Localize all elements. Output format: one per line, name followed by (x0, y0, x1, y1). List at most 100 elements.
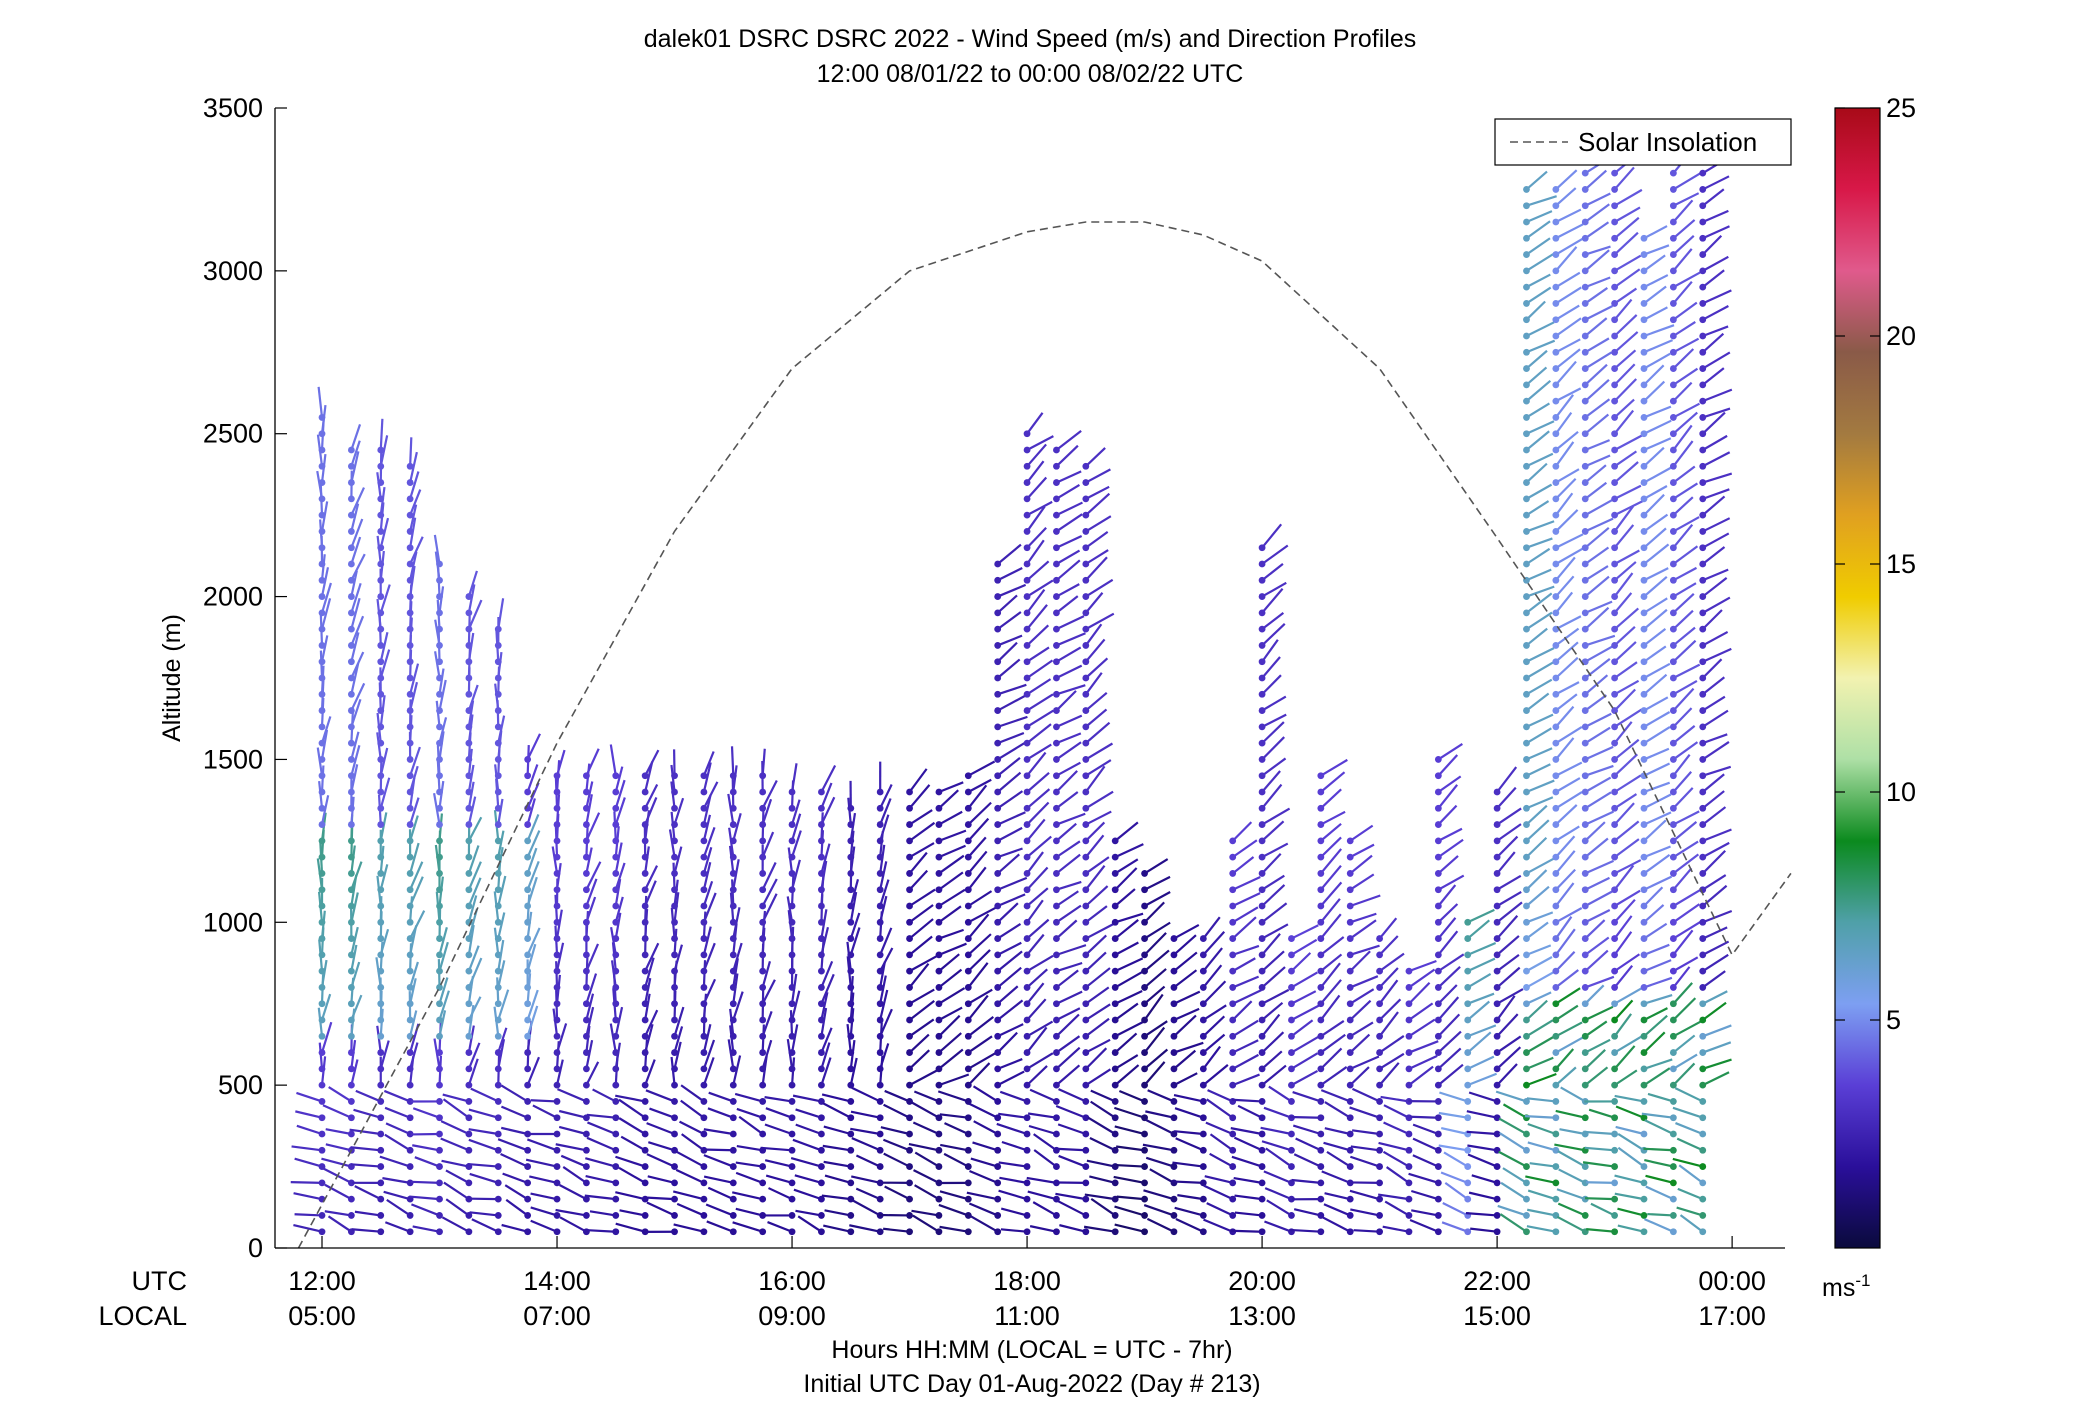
wind-barb (377, 812, 388, 845)
wind-barb (1581, 203, 1610, 226)
wind-barb (1317, 771, 1346, 796)
wind-barb (1464, 908, 1495, 926)
wind-barb (641, 993, 651, 1024)
wind-barb (1405, 1002, 1434, 1024)
wind-barb (1023, 968, 1048, 991)
wind-barb (1082, 1017, 1110, 1040)
wind-barb (1053, 812, 1086, 828)
wind-barb (732, 1221, 767, 1236)
wind-barb (1082, 672, 1103, 698)
wind-barb (1640, 405, 1672, 421)
wind-barb (1145, 1110, 1178, 1122)
wind-barb (1552, 223, 1584, 242)
wind-barb (584, 1194, 620, 1203)
wind-barb (765, 1174, 796, 1187)
wind-barb (1258, 587, 1284, 617)
wind-barb (1669, 523, 1694, 552)
wind-barb (525, 1158, 561, 1170)
wind-barb (641, 977, 652, 1008)
wind-barb (1230, 1228, 1266, 1236)
wind-barb (788, 763, 798, 796)
wind-barb (465, 945, 480, 975)
wind-barb (1378, 1141, 1413, 1154)
wind-barb (1464, 972, 1492, 991)
wind-barb (964, 1052, 996, 1073)
wind-barb (1434, 827, 1463, 845)
wind-barb (468, 1108, 502, 1122)
wind-barb (318, 582, 332, 617)
wind-barb (465, 584, 476, 617)
wind-barb (700, 762, 712, 796)
wind-barb (1640, 819, 1667, 845)
wind-barb (1493, 823, 1522, 845)
y-tick-label: 1000 (203, 907, 263, 937)
wind-barb (1611, 838, 1640, 861)
wind-barb (703, 1175, 737, 1187)
wind-barb (1233, 1177, 1266, 1187)
wind-barb (1258, 721, 1285, 747)
wind-barb (648, 1141, 678, 1154)
wind-barb (876, 879, 890, 910)
wind-barb (641, 749, 660, 780)
wind-barb (1581, 936, 1610, 959)
wind-barb (1669, 707, 1693, 731)
wind-barb (1640, 904, 1665, 926)
wind-barb (1581, 600, 1613, 617)
wind-barb (1552, 693, 1578, 714)
wind-barb (1552, 533, 1584, 552)
wind-barb (324, 1183, 355, 1203)
wind-barb (1640, 527, 1667, 552)
wind-barb (1640, 285, 1667, 307)
wind-barb (317, 386, 326, 421)
wind-barb (1464, 1000, 1491, 1024)
wind-barb (1405, 959, 1437, 975)
wind-barb (1581, 276, 1611, 291)
wind-barb (1351, 1087, 1383, 1105)
wind-barb (994, 641, 1018, 666)
wind-barb (1082, 1068, 1112, 1089)
wind-barb (935, 1073, 970, 1089)
wind-barb (876, 761, 884, 796)
wind-barb (465, 781, 475, 812)
wind-barb (586, 1136, 620, 1154)
wind-barb (643, 1228, 678, 1236)
wind-barb (1082, 468, 1111, 486)
wind-barb (964, 1062, 991, 1089)
wind-barb (612, 862, 626, 894)
wind-barb (906, 935, 933, 959)
wind-barb (1317, 758, 1348, 780)
wind-barb (1611, 231, 1639, 258)
wind-barb (911, 1209, 943, 1219)
wind-barb (994, 566, 1023, 584)
wind-barb (1552, 317, 1582, 340)
wind-barb (999, 1176, 1031, 1187)
wind-barb (530, 1206, 561, 1219)
wind-barb (671, 879, 679, 910)
wind-barb (1669, 172, 1701, 193)
wind-barb (553, 862, 562, 894)
wind-barb (1669, 741, 1699, 763)
wind-barb (1464, 1024, 1497, 1040)
wind-barb (1611, 505, 1635, 535)
wind-barb (1552, 338, 1581, 356)
wind-barb (1581, 565, 1609, 584)
wind-barb (760, 1146, 796, 1154)
wind-barb (1317, 953, 1343, 975)
wind-barb (994, 941, 1022, 959)
wind-barb (1174, 1206, 1207, 1219)
wind-barb (1581, 975, 1615, 991)
wind-barb (1611, 524, 1635, 552)
wind-barb (1640, 1031, 1666, 1056)
wind-barb (964, 1016, 995, 1040)
wind-barb (1523, 1019, 1554, 1040)
wind-barb (700, 942, 716, 975)
wind-barb (700, 1039, 716, 1073)
wind-barb (883, 1179, 913, 1187)
wind-barb (1029, 1225, 1060, 1236)
wind-barb (1111, 957, 1144, 975)
wind-barb (1676, 1206, 1707, 1219)
wind-barb (1376, 917, 1398, 942)
wind-barb (708, 1091, 737, 1105)
wind-barb (818, 960, 834, 991)
wind-barb (1643, 1146, 1677, 1154)
